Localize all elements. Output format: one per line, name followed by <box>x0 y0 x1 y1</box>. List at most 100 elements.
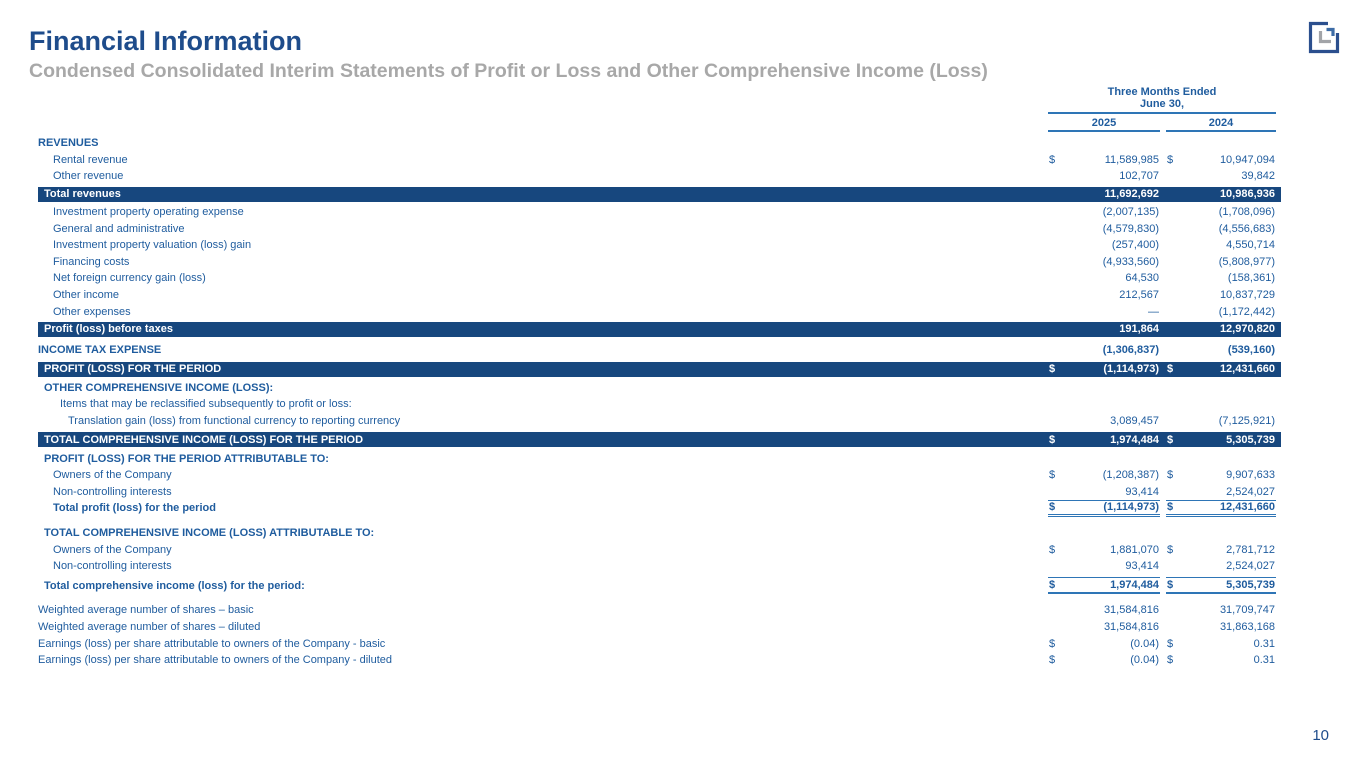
dollar-sign: $ <box>1167 363 1174 376</box>
table-row: Non-controlling interests 93,414 2,524,0… <box>38 484 1281 501</box>
cell-2024 <box>1166 396 1276 413</box>
dollar-sign: $ <box>1167 637 1174 650</box>
cell-2025: (4,579,830) <box>1102 222 1159 235</box>
table-rows: REVENUES Rental revenue $11,589,985 $10,… <box>38 135 1281 668</box>
cell-2025: 11,692,692 <box>1104 188 1159 201</box>
row-label: Items that may be reclassified subsequen… <box>60 398 352 411</box>
cell-2024 <box>1166 380 1276 397</box>
dollar-sign: $ <box>1167 543 1174 556</box>
table-row-highlight: TOTAL COMPREHENSIVE INCOME (LOSS) FOR TH… <box>38 432 1281 448</box>
row-label: TOTAL COMPREHENSIVE INCOME (LOSS) FOR TH… <box>44 433 364 446</box>
dollar-sign: $ <box>1049 543 1056 556</box>
dollar-sign: $ <box>1167 469 1174 482</box>
table-row: Rental revenue $11,589,985 $10,947,094 <box>38 152 1281 169</box>
period-header: Three Months Ended June 30, 2025 2024 <box>1048 86 1276 132</box>
row-label: Weighted average number of shares – basi… <box>38 604 254 617</box>
row-label: Financing costs <box>53 255 130 268</box>
dollar-sign: $ <box>1167 501 1174 514</box>
cell-2024: $5,305,739 <box>1166 577 1276 595</box>
cell-2024: $12,431,660 <box>1166 500 1276 517</box>
cell-2024: 31,863,168 <box>1219 620 1275 633</box>
row-label: Other income <box>53 289 120 302</box>
row-label: Earnings (loss) per share attributable t… <box>38 637 386 650</box>
cell-2025 <box>1048 450 1160 467</box>
cell-2024: (539,160) <box>1227 344 1275 357</box>
row-label: Translation gain (loss) from functional … <box>68 415 401 428</box>
row-label: Earnings (loss) per share attributable t… <box>38 654 393 667</box>
cell-2025: $1,974,484 <box>1049 433 1159 446</box>
cell-2025: 212,567 <box>1119 289 1159 302</box>
table-row-highlight: Total revenues 11,692,692 10,986,936 <box>38 186 1281 202</box>
row-label: Total revenues <box>44 188 121 201</box>
cell-2024: 2,524,027 <box>1226 485 1275 498</box>
row-label: Non-controlling interests <box>53 485 172 498</box>
cell-2025: $ (1,208,387) <box>1049 469 1159 482</box>
cell-2024: $0.31 <box>1167 654 1275 667</box>
cell-2025 <box>1048 135 1160 152</box>
row-label: Non-controlling interests <box>53 560 172 573</box>
dollar-sign: $ <box>1049 654 1056 667</box>
dollar-sign: $ <box>1049 501 1056 514</box>
cell-2024: (7,125,921) <box>1218 415 1275 428</box>
cell-2025: 93,414 <box>1125 485 1159 498</box>
cell-2024: (4,556,683) <box>1218 222 1275 235</box>
cell-2025 <box>1048 380 1160 397</box>
cell-2024 <box>1166 135 1276 152</box>
cell-2025: (2,007,135) <box>1102 206 1159 219</box>
cell-2024: (1,172,442) <box>1218 305 1275 318</box>
table-row: Earnings (loss) per share attributable t… <box>38 635 1281 652</box>
table-row: PROFIT (LOSS) FOR THE PERIOD ATTRIBUTABL… <box>38 450 1281 467</box>
cell-2025: 31,584,816 <box>1103 604 1159 617</box>
cell-2024: (158,361) <box>1227 272 1275 285</box>
cell-2025: 64,530 <box>1125 272 1159 285</box>
row-label: Profit (loss) before taxes <box>44 323 173 336</box>
row-label: General and administrative <box>53 222 185 235</box>
cell-2024: 10,986,936 <box>1219 188 1275 201</box>
dollar-sign: $ <box>1049 433 1056 446</box>
income-statement-table: Three Months Ended June 30, 2025 2024 RE… <box>38 86 1281 668</box>
cell-2024: $5,305,739 <box>1167 433 1275 446</box>
cell-2025: (257,400) <box>1111 239 1159 252</box>
dollar-sign: $ <box>1049 153 1056 166</box>
dollar-sign: $ <box>1167 433 1174 446</box>
table-row: Earnings (loss) per share attributable t… <box>38 652 1281 669</box>
row-label: REVENUES <box>38 137 99 150</box>
row-label: Rental revenue <box>53 153 128 166</box>
row-label: PROFIT (LOSS) FOR THE PERIOD <box>44 363 222 376</box>
table-row: Owners of the Company $ (1,208,387) $9,90… <box>38 467 1281 484</box>
table-row: Net foreign currency gain (loss) 64,530 … <box>38 270 1281 287</box>
cell-2025: (1,306,837) <box>1102 344 1159 357</box>
row-label: Net foreign currency gain (loss) <box>53 272 206 285</box>
cell-2025: $ (1,114,973) <box>1048 500 1160 517</box>
cell-2025: — <box>1148 305 1159 318</box>
page-subtitle: Condensed Consolidated Interim Statement… <box>29 60 988 82</box>
table-row: INCOME TAX EXPENSE (1,306,837) (539,160) <box>38 342 1281 359</box>
table-row-total: Total comprehensive income (loss) for th… <box>38 577 1281 595</box>
cell-2024: 4,550,714 <box>1226 239 1275 252</box>
table-row: OTHER COMPREHENSIVE INCOME (LOSS): <box>38 380 1281 397</box>
table-row-total: Total profit (loss) for the period $ (1,1… <box>38 500 1281 517</box>
cell-2025: $ (0.04) <box>1049 637 1159 650</box>
period-line1: Three Months Ended <box>1107 86 1217 98</box>
period-line2: June 30, <box>1048 98 1276 114</box>
dollar-sign: $ <box>1049 637 1056 650</box>
table-row: TOTAL COMPREHENSIVE INCOME (LOSS) ATTRIB… <box>38 525 1281 542</box>
table-row: Investment property operating expense (2… <box>38 204 1281 221</box>
cell-2024 <box>1166 525 1276 542</box>
cell-2025: 191,864 <box>1119 323 1159 336</box>
row-label: OTHER COMPREHENSIVE INCOME (LOSS): <box>44 381 274 394</box>
cell-2025: 3,089,457 <box>1110 415 1159 428</box>
year-columns: 2025 2024 <box>1048 115 1276 132</box>
row-label: TOTAL COMPREHENSIVE INCOME (LOSS) ATTRIB… <box>44 526 375 539</box>
cell-2025 <box>1048 396 1160 413</box>
table-row: Weighted average number of shares – basi… <box>38 602 1281 619</box>
table-row: Other income 212,567 10,837,729 <box>38 287 1281 304</box>
cell-2024: (5,808,977) <box>1218 255 1275 268</box>
cell-2024: $10,947,094 <box>1167 153 1275 166</box>
table-row: Financing costs (4,933,560) (5,808,977) <box>38 254 1281 271</box>
cell-2025: $11,589,985 <box>1049 153 1159 166</box>
cell-2024: $2,781,712 <box>1167 543 1275 556</box>
table-row: Weighted average number of shares – dilu… <box>38 619 1281 636</box>
page-number: 10 <box>1312 727 1329 744</box>
